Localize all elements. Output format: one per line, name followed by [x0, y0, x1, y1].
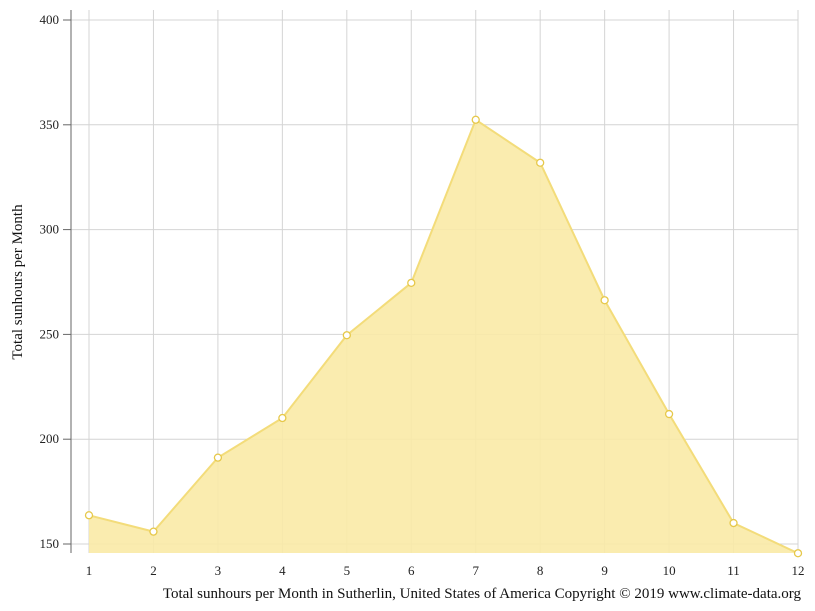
y-tick-label: 250 [40, 326, 60, 341]
data-point [793, 549, 803, 558]
x-tick-label: 6 [408, 563, 415, 578]
y-axis-title: Total sunhours per Month [10, 204, 26, 360]
data-point [729, 518, 738, 528]
x-tick-label: 1 [86, 563, 93, 578]
x-tick-label: 9 [601, 563, 608, 578]
x-tick-label: 7 [472, 563, 479, 578]
y-tick-label: 300 [40, 222, 60, 237]
x-tick-label: 8 [537, 563, 544, 578]
chart-caption: Total sunhours per Month in Sutherlin, U… [163, 586, 802, 602]
data-point [600, 296, 609, 305]
y-ticks: 150 200 250 300 350 400 [40, 12, 71, 551]
area-fill [89, 119, 798, 554]
data-point [213, 453, 223, 462]
data-point [84, 511, 94, 520]
data-points [84, 115, 803, 558]
x-tick-label: 11 [727, 563, 740, 578]
x-tick-label: 4 [279, 563, 286, 578]
y-tick-label: 200 [40, 431, 60, 446]
data-point [278, 413, 287, 423]
y-tick-label: 400 [40, 12, 60, 27]
x-tick-label: 3 [215, 563, 222, 578]
x-tick-label: 12 [792, 563, 805, 578]
data-point [407, 278, 416, 287]
data-point [471, 115, 480, 124]
data-point [149, 527, 158, 536]
x-ticks: 1 2 3 4 5 6 7 8 9 10 11 12 [86, 563, 805, 578]
x-tick-label: 2 [150, 563, 157, 578]
y-tick-label: 350 [40, 117, 60, 132]
x-tick-label: 5 [344, 563, 351, 578]
data-point [342, 331, 351, 340]
series-line [88, 118, 799, 555]
data-point [536, 158, 545, 167]
x-tick-label: 10 [663, 563, 676, 578]
data-point [664, 409, 674, 419]
y-tick-label: 150 [40, 536, 60, 551]
